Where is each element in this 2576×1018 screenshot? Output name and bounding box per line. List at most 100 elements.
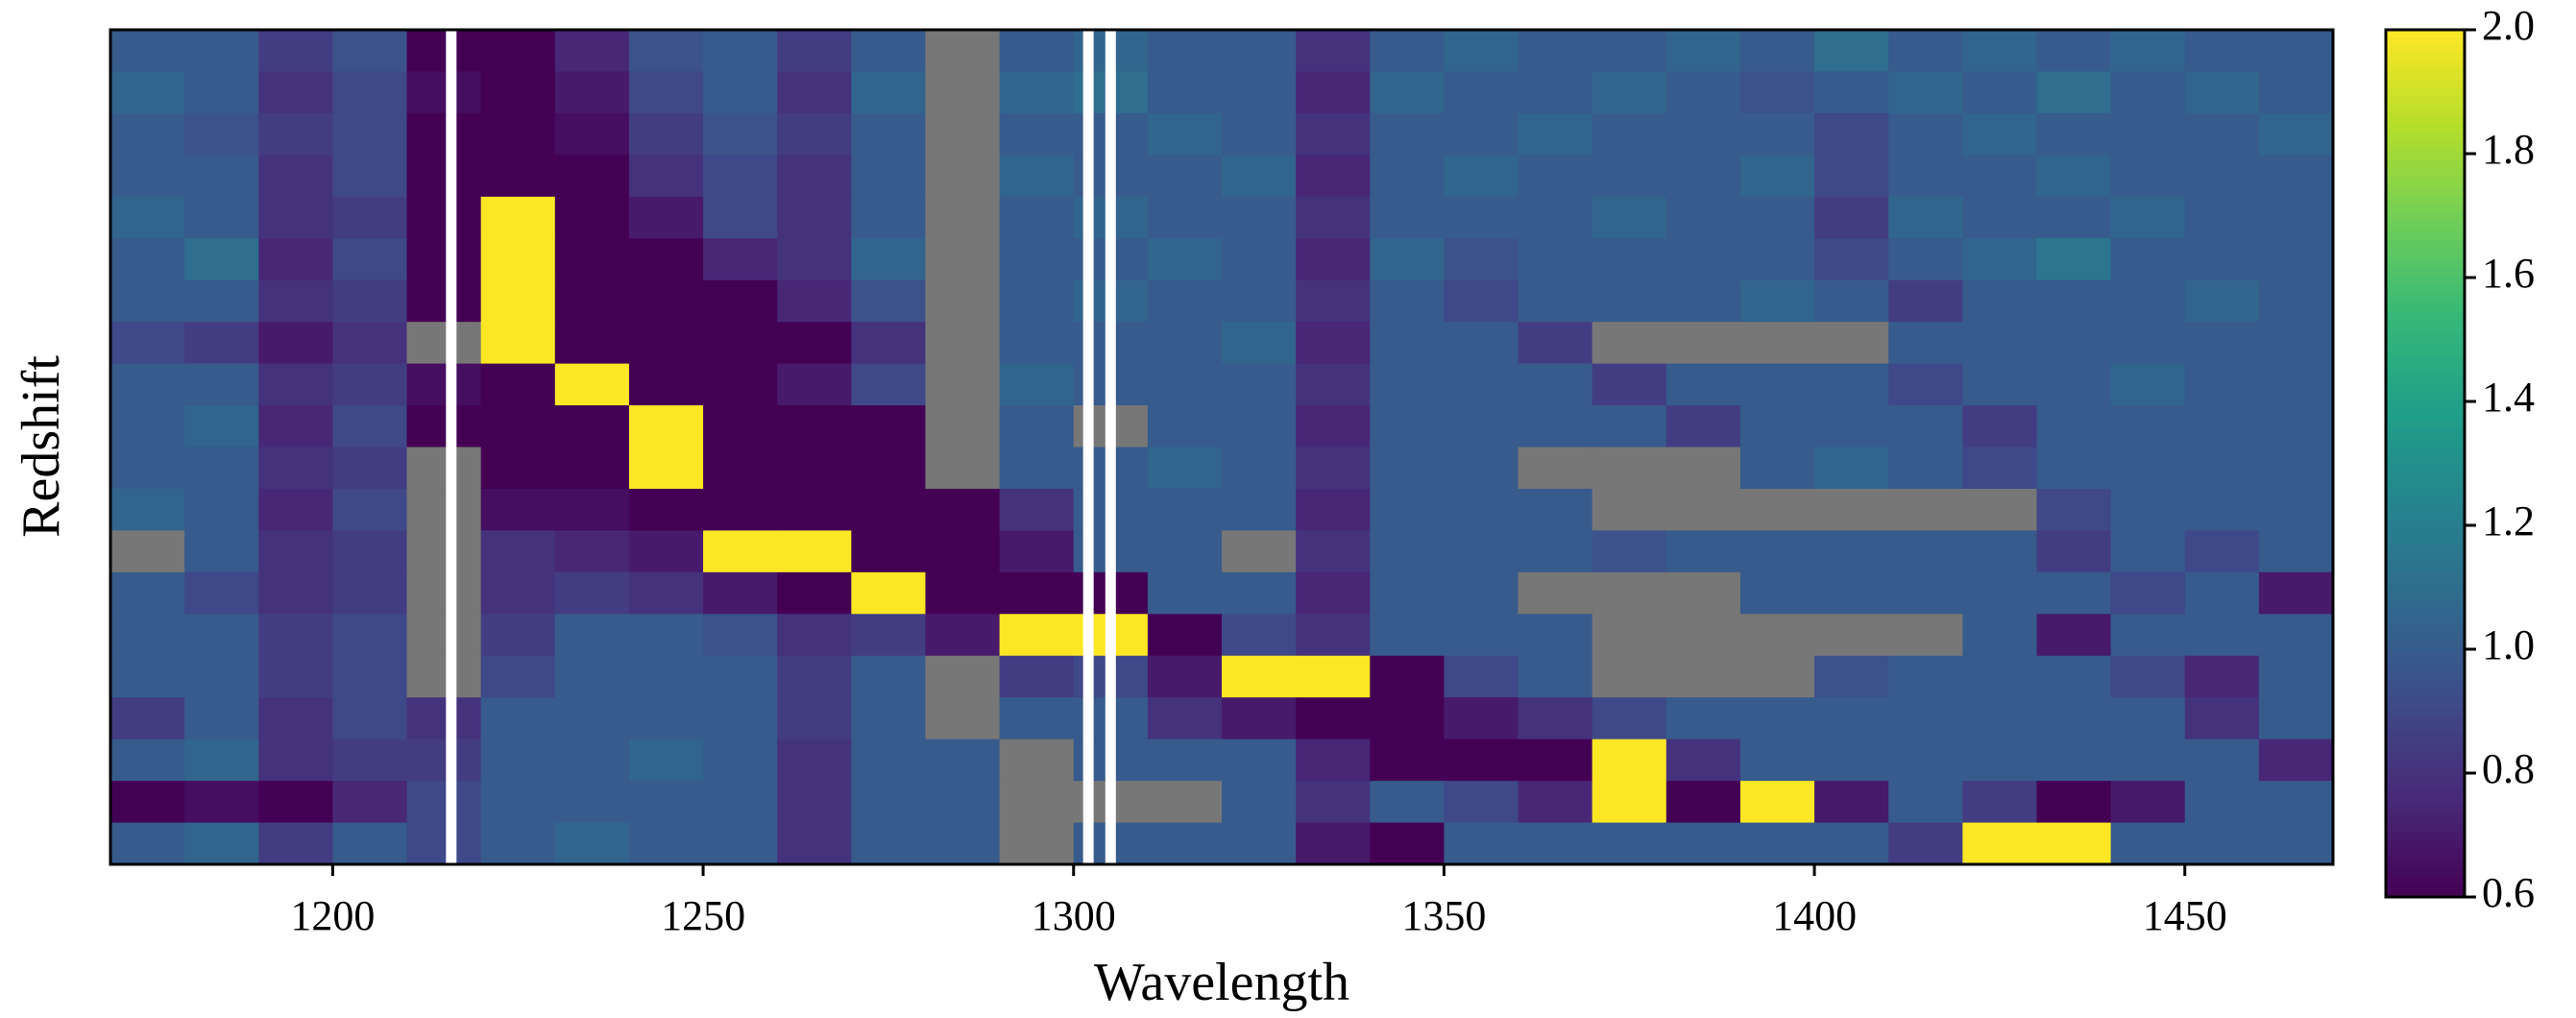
heat-cell	[1592, 238, 1667, 281]
masked-cell	[406, 614, 482, 657]
heat-cell	[925, 488, 1001, 531]
heat-cell	[1814, 739, 1889, 782]
heat-cell	[258, 71, 333, 114]
heat-cell	[1592, 279, 1667, 323]
colorbar-step	[2386, 36, 2465, 45]
heat-cell	[1888, 697, 1963, 740]
heat-cell	[1962, 363, 2037, 406]
heat-cell	[1962, 530, 2037, 573]
masked-cell	[1665, 447, 1741, 490]
heat-cell	[2036, 739, 2112, 782]
heat-cell	[2184, 363, 2260, 406]
heat-cell	[2110, 614, 2186, 657]
heat-cell	[1592, 405, 1667, 448]
heat-cell	[1962, 30, 2037, 72]
heat-cell	[1962, 405, 2037, 448]
heat-cell	[703, 488, 778, 531]
heat-cell	[1370, 530, 1445, 573]
heat-cell	[1296, 739, 1371, 782]
heat-cell	[1370, 781, 1445, 824]
heat-cell	[184, 822, 259, 865]
x-tick-label: 1250	[661, 892, 745, 939]
heat-cell	[1222, 71, 1297, 114]
heat-cell	[2184, 238, 2260, 281]
heat-cell	[1518, 71, 1593, 114]
heat-cell	[703, 30, 778, 72]
colorbar-step	[2386, 182, 2465, 190]
heat-cell	[999, 112, 1075, 156]
heat-cell	[480, 781, 556, 824]
heat-cell	[1370, 322, 1445, 365]
heat-cell	[480, 238, 556, 281]
colorbar-step	[2386, 651, 2465, 660]
heat-cell	[110, 405, 185, 448]
heat-cell	[2036, 322, 2112, 365]
heat-cell	[1222, 322, 1297, 365]
heat-cell	[1222, 822, 1297, 865]
colorbar-step	[2386, 860, 2465, 869]
masked-cell	[925, 279, 1001, 323]
heat-cell	[2258, 112, 2334, 156]
heat-cell	[480, 614, 556, 657]
colorbar-step	[2386, 87, 2465, 96]
heat-cell	[554, 405, 630, 448]
heat-cell	[2258, 196, 2334, 239]
heat-cell	[554, 530, 630, 573]
colorbar-step	[2386, 578, 2465, 588]
masked-cell	[925, 30, 1001, 72]
heat-cell	[1962, 822, 2037, 865]
colorbar-step	[2386, 666, 2465, 674]
heat-cell	[110, 30, 185, 72]
heat-cell	[554, 279, 630, 323]
heat-cell	[258, 614, 333, 657]
heat-cell	[184, 571, 259, 615]
colorbar-step	[2386, 715, 2465, 724]
heat-cell	[1962, 614, 2037, 657]
heat-cell	[999, 363, 1075, 406]
heat-cell	[1592, 196, 1667, 239]
heat-cell	[406, 196, 482, 239]
heat-cell	[554, 112, 630, 156]
heat-cell	[1444, 196, 1519, 239]
heat-cell	[777, 655, 852, 698]
heat-cell	[1888, 447, 1963, 490]
heat-cell	[851, 822, 926, 865]
heat-cell	[1222, 697, 1297, 740]
colorbar-step	[2386, 506, 2465, 515]
heat-cell	[1370, 71, 1445, 114]
heat-cell	[480, 322, 556, 365]
heat-cell	[703, 155, 778, 198]
heat-cell	[1888, 363, 1963, 406]
masked-cell	[110, 530, 185, 573]
heat-cell	[554, 196, 630, 239]
colorbar-step	[2386, 788, 2465, 797]
heat-cell	[1962, 196, 2037, 239]
heat-cell	[1444, 781, 1519, 824]
heat-cell	[2184, 112, 2260, 156]
heat-cell	[1296, 614, 1371, 657]
masked-cell	[1592, 447, 1667, 490]
colorbar-step	[2386, 362, 2465, 371]
heat-cell	[1962, 655, 2037, 698]
heat-cell	[851, 571, 926, 615]
colorbar-step	[2386, 781, 2465, 789]
heat-cell	[1370, 238, 1445, 281]
heat-cell	[2184, 447, 2260, 490]
heat-cell	[999, 71, 1075, 114]
heat-cell	[1888, 655, 1963, 698]
heat-cell	[332, 71, 408, 114]
heat-cell	[777, 447, 852, 490]
heat-cell	[628, 112, 704, 156]
heat-cell	[2036, 363, 2112, 406]
masked-cell	[999, 822, 1075, 865]
heat-cell	[110, 781, 185, 824]
heat-cell	[1444, 488, 1519, 531]
heat-cell	[1962, 238, 2037, 281]
heat-cell	[1370, 30, 1445, 72]
heat-cell	[1592, 71, 1667, 114]
heat-cell	[777, 781, 852, 824]
heat-cell	[1518, 739, 1593, 782]
heat-cell	[1518, 697, 1593, 740]
heat-cell	[1665, 155, 1741, 198]
heat-cell	[332, 655, 408, 698]
